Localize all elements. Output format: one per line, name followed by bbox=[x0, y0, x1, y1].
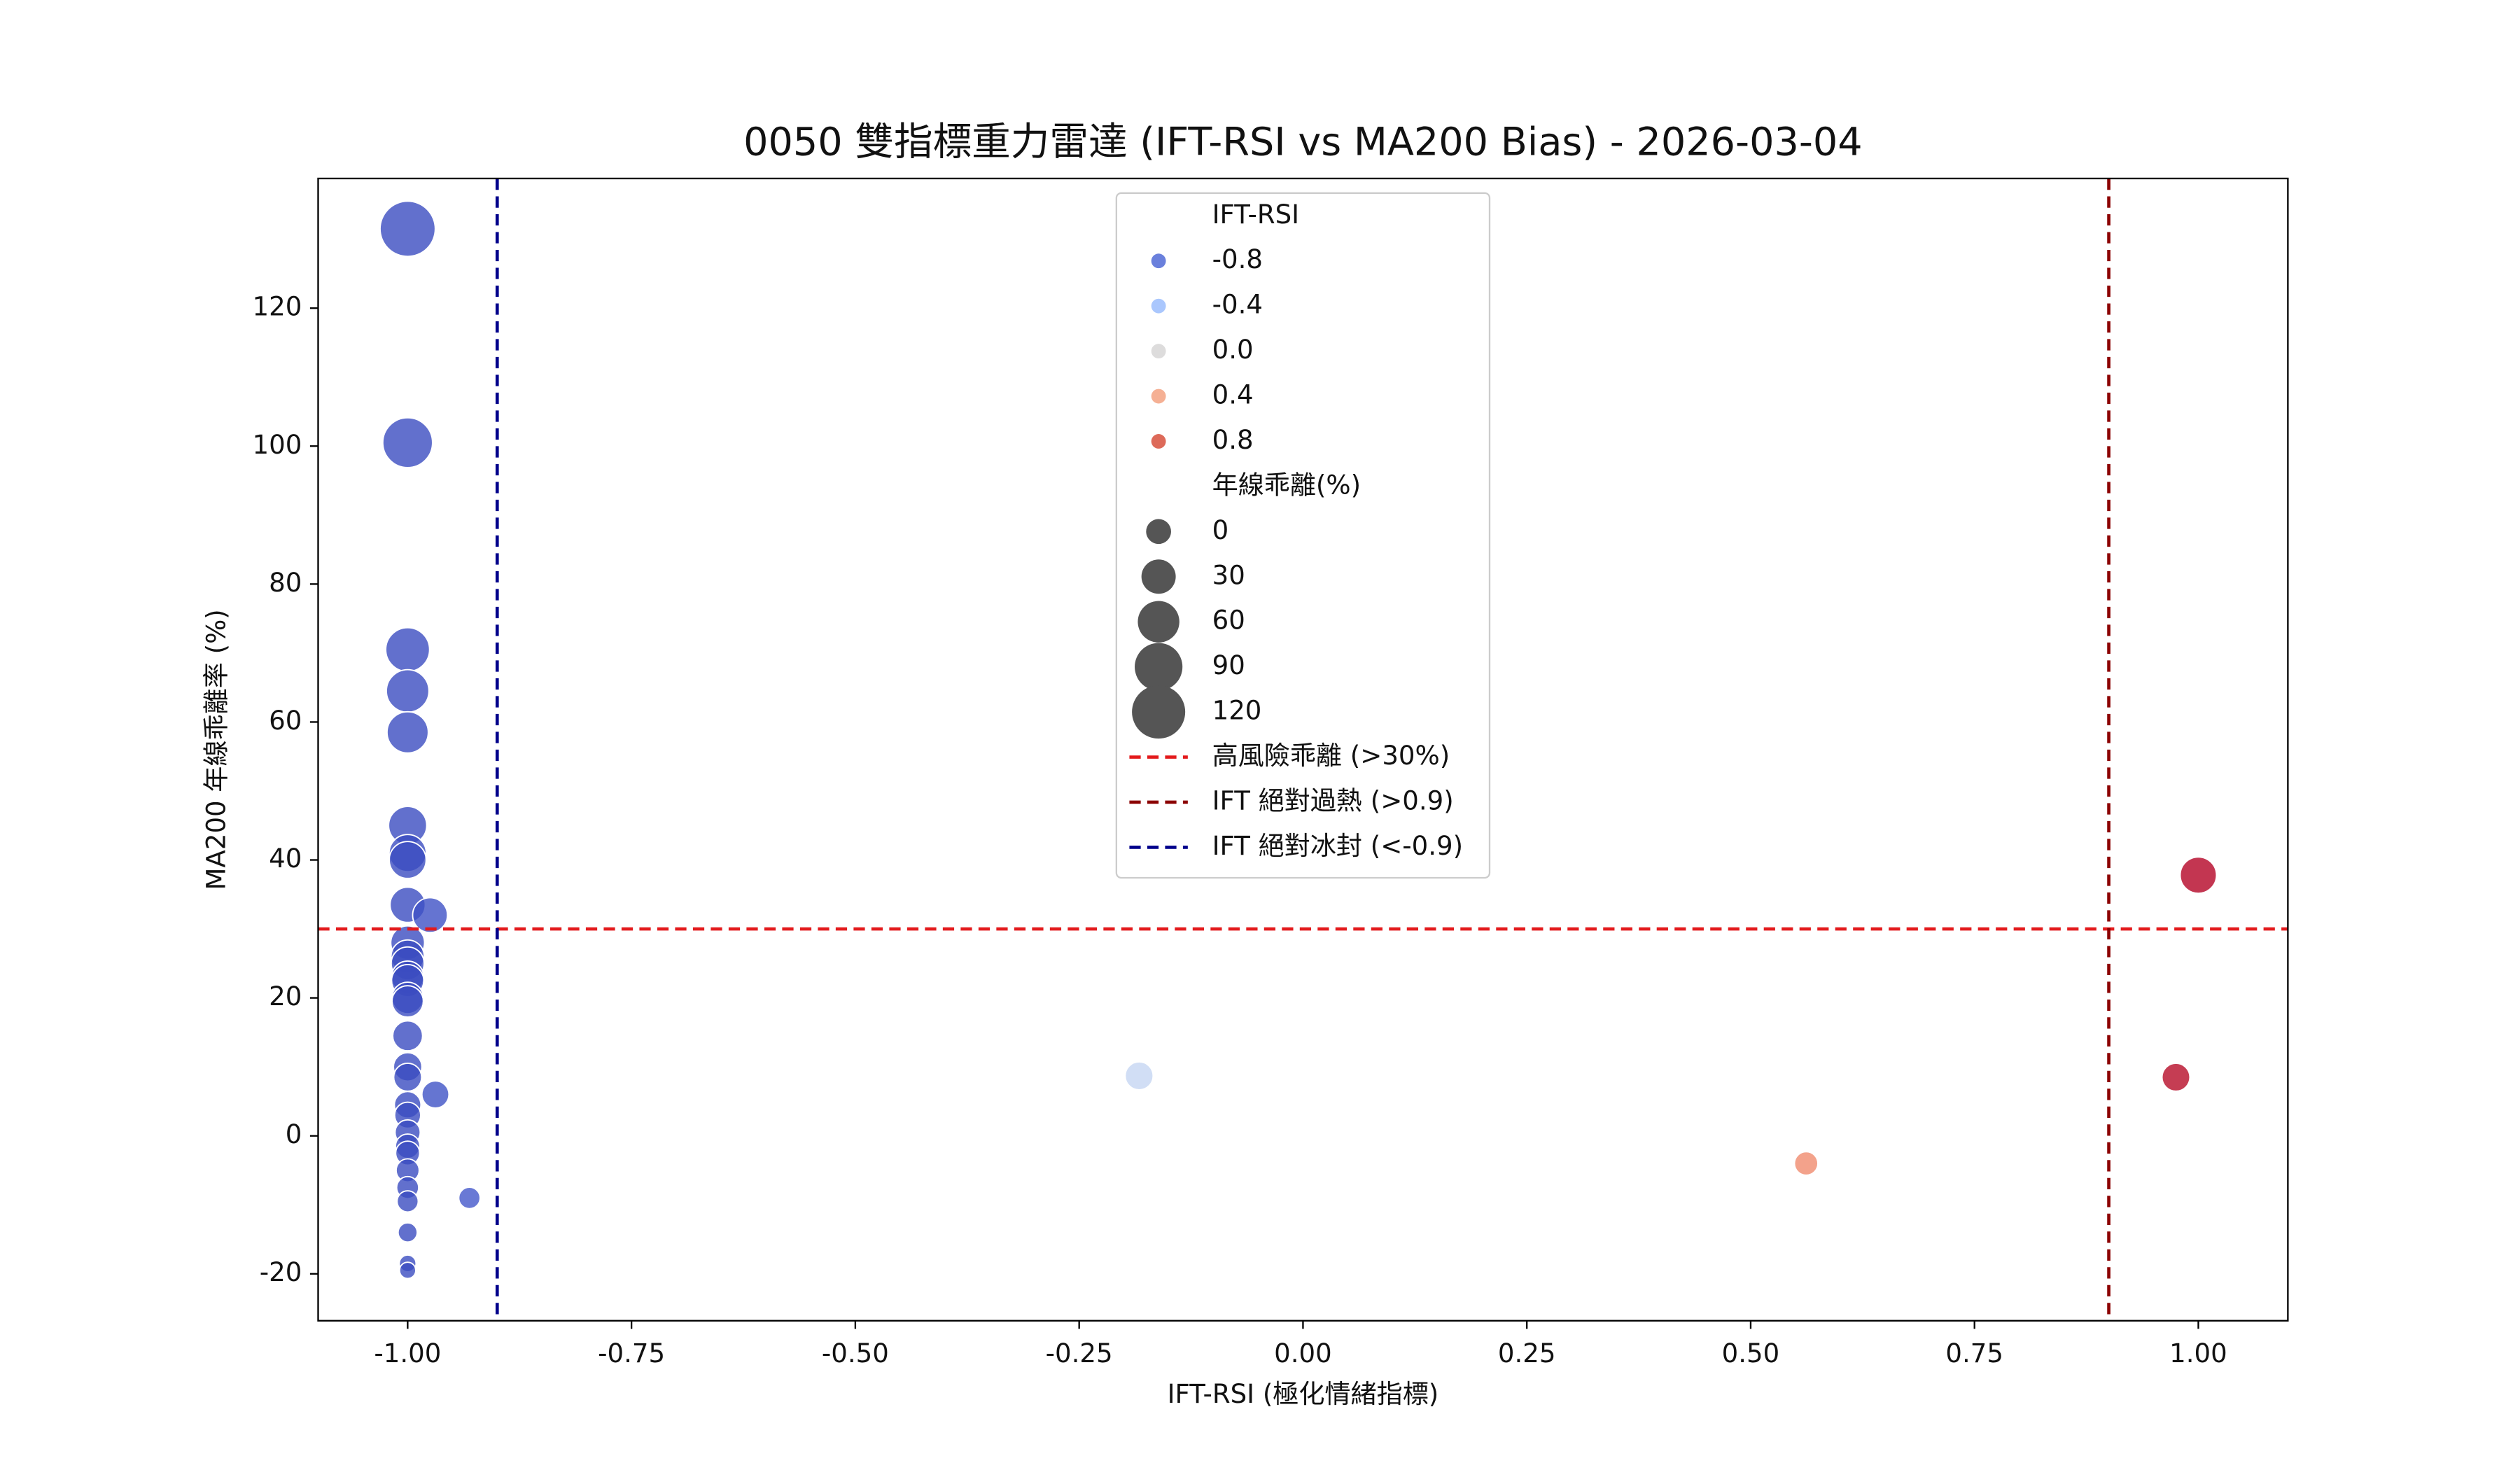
bubble bbox=[391, 985, 424, 1018]
plot-frame bbox=[317, 177, 2289, 1322]
legend-title: IFT-RSI bbox=[1212, 200, 1299, 230]
bubble bbox=[382, 416, 433, 468]
y-tick-label: 0 bbox=[286, 1119, 302, 1149]
bubble bbox=[1793, 1151, 1819, 1176]
x-tick-label: -0.50 bbox=[822, 1338, 889, 1368]
x-tick-label: 0.00 bbox=[1274, 1338, 1332, 1368]
y-tick-label: 60 bbox=[269, 706, 302, 736]
bubble bbox=[393, 1063, 423, 1092]
x-tick-label: -1.00 bbox=[374, 1338, 441, 1368]
bubble bbox=[2161, 1063, 2191, 1092]
y-tick-label: 20 bbox=[269, 981, 302, 1011]
bubble bbox=[392, 1020, 424, 1052]
y-tick-label: -20 bbox=[260, 1257, 302, 1287]
legend-label: IFT 絕對冰封 (<-0.9) bbox=[1212, 831, 1464, 861]
y-tick-label: 80 bbox=[269, 568, 302, 598]
x-tick-label: 0.50 bbox=[1722, 1338, 1780, 1368]
legend-size-marker bbox=[1132, 685, 1186, 739]
bubble bbox=[386, 710, 429, 754]
legend-label: 120 bbox=[1212, 696, 1262, 726]
bubble bbox=[458, 1186, 481, 1210]
legend-size-marker bbox=[1135, 643, 1183, 691]
chart-title: 0050 雙指標重力雷達 (IFT-RSI vs MA200 Bias) - 2… bbox=[743, 119, 1863, 164]
legend-hue-marker bbox=[1151, 388, 1166, 404]
legend-label: 30 bbox=[1212, 560, 1245, 590]
legend-hue-marker bbox=[1151, 434, 1166, 449]
bubble bbox=[412, 897, 449, 934]
legend-label: 0.4 bbox=[1212, 380, 1254, 410]
bubble bbox=[398, 1261, 416, 1280]
y-tick-label: 120 bbox=[253, 292, 302, 322]
legend-hue-marker bbox=[1151, 253, 1166, 269]
bubble bbox=[397, 1222, 418, 1243]
legend-label: 60 bbox=[1212, 606, 1245, 636]
y-tick-label: 100 bbox=[253, 430, 302, 460]
legend-box bbox=[1115, 192, 1491, 879]
legend-label: 0.0 bbox=[1212, 335, 1254, 365]
legend-label: 0 bbox=[1212, 515, 1229, 545]
bubble bbox=[386, 668, 430, 713]
x-tick-label: -0.75 bbox=[598, 1338, 665, 1368]
y-axis-label: MA200 年線乖離率 (%) bbox=[201, 609, 231, 890]
bubble bbox=[388, 841, 427, 879]
x-axis-label: IFT-RSI (極化情緒指標) bbox=[1168, 1379, 1439, 1409]
legend-hue-marker bbox=[1151, 344, 1166, 359]
legend-title: 年線乖離(%) bbox=[1212, 470, 1361, 500]
legend-hue-marker bbox=[1151, 298, 1166, 314]
bubble bbox=[421, 1080, 450, 1109]
legend-size-marker bbox=[1146, 519, 1171, 545]
legend-label: -0.8 bbox=[1212, 244, 1263, 274]
bubble bbox=[396, 1190, 419, 1213]
legend-label: 高風險乖離 (>30%) bbox=[1212, 741, 1450, 771]
legend-label: 0.8 bbox=[1212, 425, 1254, 455]
x-tick-label: 0.75 bbox=[1945, 1338, 2003, 1368]
bubble bbox=[1124, 1061, 1154, 1091]
bubble bbox=[385, 626, 430, 673]
legend-label: -0.4 bbox=[1212, 290, 1263, 320]
y-tick-label: 40 bbox=[269, 844, 302, 874]
x-tick-label: -0.25 bbox=[1046, 1338, 1113, 1368]
bubble bbox=[379, 200, 436, 258]
legend-size-marker bbox=[1141, 559, 1176, 594]
bubble bbox=[2179, 856, 2218, 895]
x-tick-label: 1.00 bbox=[2169, 1338, 2227, 1368]
x-tick-label: 0.25 bbox=[1498, 1338, 1556, 1368]
legend-label: 90 bbox=[1212, 650, 1245, 680]
legend-size-marker bbox=[1138, 601, 1180, 643]
legend-label: IFT 絕對過熱 (>0.9) bbox=[1212, 785, 1454, 816]
